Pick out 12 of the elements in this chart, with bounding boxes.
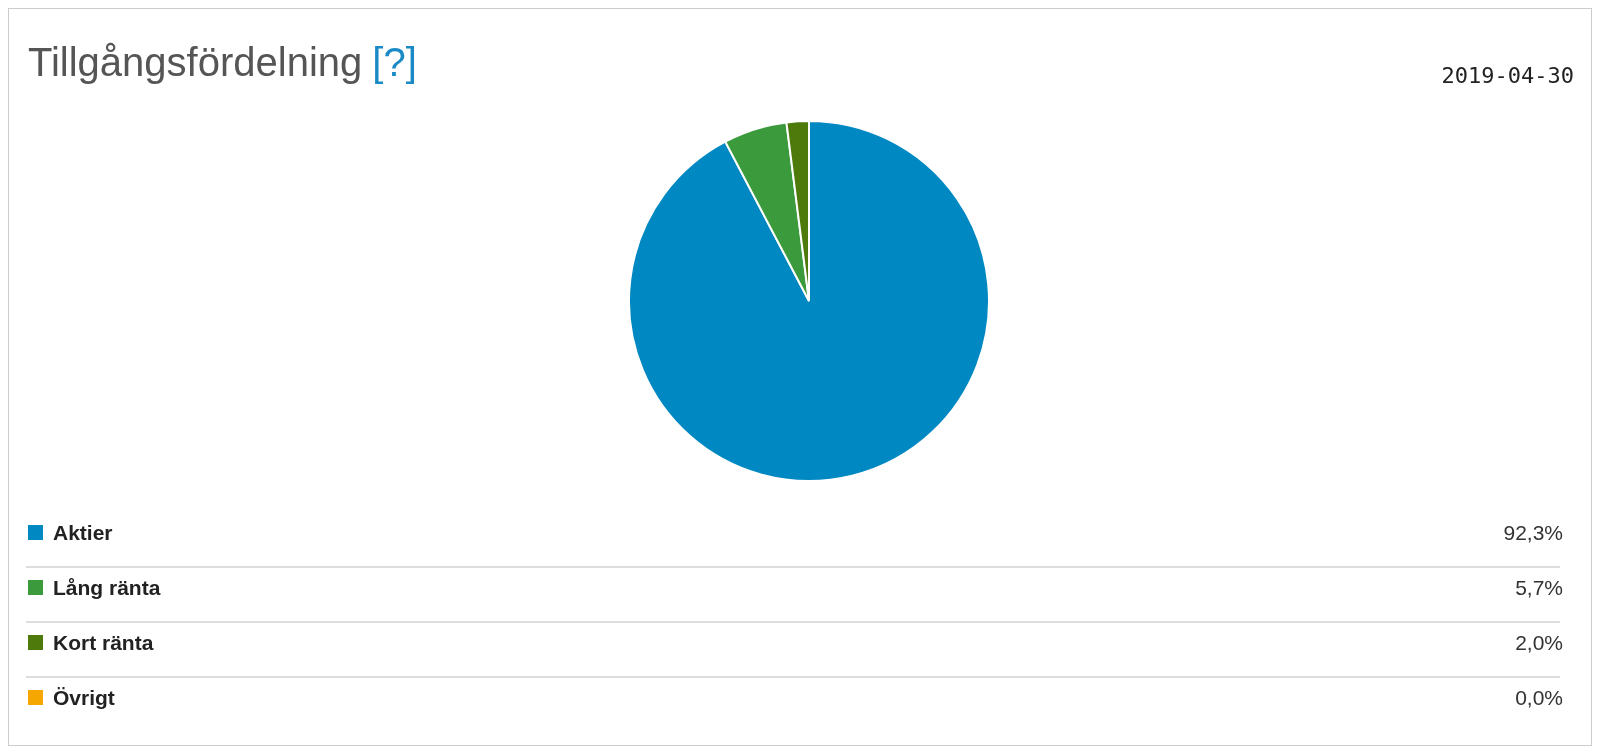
data-label: 2,0%	[1515, 631, 1563, 654]
chart-subtitle: 2019-04-30	[1441, 63, 1574, 88]
chart-title: Tillgångsfördelning	[28, 40, 363, 84]
legend-label: Lång ränta	[53, 576, 161, 599]
pie-slice	[628, 120, 990, 482]
legend-label: Övrigt	[53, 686, 115, 709]
legend-label: Kort ränta	[53, 631, 154, 654]
text: 0,0%	[1515, 686, 1563, 709]
data-label: 92,3%	[1503, 521, 1563, 544]
data-label: 5,7%	[1515, 576, 1563, 599]
text: [?]	[372, 40, 417, 84]
legend-label: Aktier	[53, 521, 113, 544]
